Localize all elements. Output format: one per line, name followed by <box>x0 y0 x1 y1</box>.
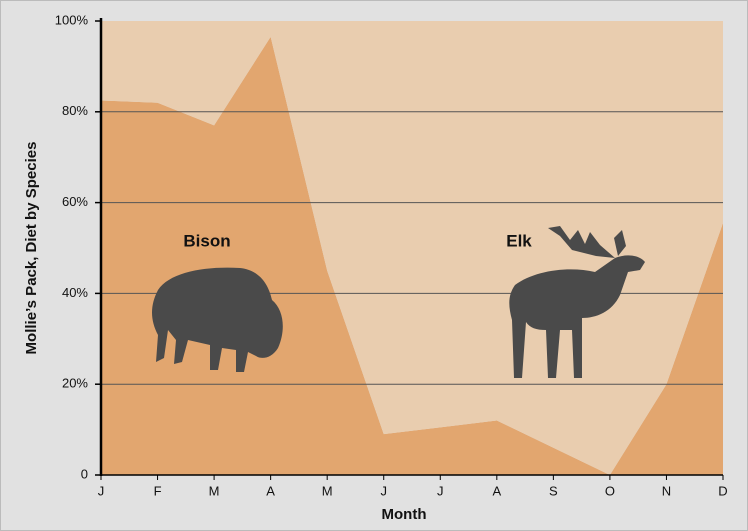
x-tick-label: A <box>266 483 275 498</box>
bison-silhouette <box>152 267 283 372</box>
x-tick-label: S <box>549 483 558 498</box>
x-tick-label: J <box>98 483 105 498</box>
plot-area <box>101 21 723 475</box>
x-tick-label: A <box>492 483 501 498</box>
area <box>101 21 723 475</box>
x-tick-label: J <box>380 483 387 498</box>
y-tick-label: 40% <box>62 285 88 300</box>
x-tick-label: N <box>662 483 671 498</box>
annotation: Elk <box>506 231 532 250</box>
y-tick-label: 100% <box>55 12 89 27</box>
x-tick-label: J <box>437 483 444 498</box>
y-tick-label: 60% <box>62 194 88 209</box>
x-tick-label: F <box>154 483 162 498</box>
x-tick-label: D <box>718 483 727 498</box>
y-tick-label: 80% <box>62 103 88 118</box>
y-axis-title: Mollie’s Pack, Diet by Species <box>23 142 40 355</box>
y-tick-label: 0 <box>81 466 88 481</box>
area <box>101 36 723 475</box>
annotation: Bison <box>183 231 230 250</box>
y-tick-label: 20% <box>62 376 88 391</box>
x-tick-label: O <box>605 483 615 498</box>
x-axis-title: Month <box>382 506 427 523</box>
elk-silhouette <box>509 226 645 378</box>
x-tick-label: M <box>209 483 220 498</box>
x-tick-label: M <box>322 483 333 498</box>
